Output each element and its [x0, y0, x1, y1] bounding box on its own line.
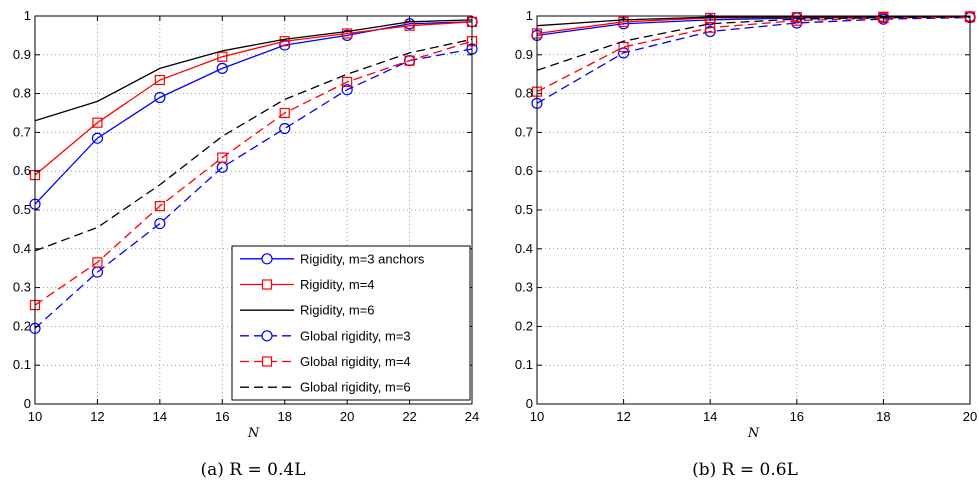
x-tick-label: 20	[963, 409, 977, 424]
series-line	[34, 40, 473, 306]
x-tick-label: 14	[703, 409, 717, 424]
y-tick-label: 0.5	[515, 202, 533, 217]
y-tick-label: 0.5	[13, 202, 31, 217]
legend-marker	[261, 356, 273, 367]
data-point	[404, 55, 415, 66]
x-tick-label: 16	[215, 409, 229, 424]
y-tick-label: 0	[24, 396, 31, 411]
y-tick-label: 0.9	[515, 47, 533, 62]
data-point	[154, 74, 165, 86]
y-tick-label: 0.4	[13, 241, 31, 256]
legend-marker	[261, 330, 273, 342]
series-line	[536, 16, 971, 71]
chart-panel-2: 10 12 14 16 18 20 0 0.1 0.2 0.3 0.4 0.5 0.6 0.7 0.8 0.9…	[515, 8, 977, 480]
x-axis-label: N	[247, 426, 260, 441]
x-tick-label: 20	[340, 409, 354, 424]
data-point	[342, 28, 353, 39]
series-line	[34, 21, 473, 205]
data-point	[618, 41, 629, 53]
legend: Rigidity, m=3 anchors Rigidity, m=4 Rigidi…	[231, 245, 471, 401]
panel-caption: (b) R = 0.6L	[692, 460, 798, 480]
chart-panel-1: 10 12 14 16 18 20 22 24 0 0.1 0.2 0.3 0.4 0.5 0.6 0.7 0.…	[13, 8, 479, 480]
x-tick-label: 12	[616, 409, 630, 424]
y-tick-label: 0.2	[515, 318, 533, 333]
x-tick-label: 12	[90, 409, 104, 424]
x-tick-label: 18	[876, 409, 890, 424]
y-tick-label: 0.8	[13, 86, 31, 101]
x-tick-label: 14	[153, 409, 167, 424]
y-tick-label: 1	[24, 8, 31, 23]
x-tick-label: 24	[465, 409, 479, 424]
data-point	[342, 76, 353, 88]
data-point	[92, 117, 103, 128]
legend-marker	[261, 253, 273, 265]
y-tick-label: 0.1	[13, 357, 31, 372]
y-tick-label: 0.8	[515, 86, 533, 101]
series-line	[536, 16, 971, 37]
y-tick-label: 0.7	[515, 124, 533, 139]
x-tick-label: 10	[530, 409, 544, 424]
legend-label: Global rigidity, m=3	[300, 328, 411, 343]
data-point	[217, 51, 228, 62]
y-tick-label: 0.7	[13, 124, 31, 139]
data-point	[617, 47, 630, 59]
y-tick-label: 0.3	[13, 280, 31, 295]
series-line	[536, 16, 971, 93]
x-axis-label: N	[747, 426, 760, 441]
y-tick-label: 0.2	[13, 318, 31, 333]
legend-label: Global rigidity, m=6	[300, 380, 411, 395]
y-tick-label: 0.6	[515, 163, 533, 178]
series-line	[536, 16, 971, 104]
legend-label: Rigidity, m=3 anchors	[300, 251, 425, 266]
y-tick-label: 1	[526, 8, 533, 23]
legend-box	[231, 245, 471, 401]
y-tick-label: 0.9	[13, 47, 31, 62]
x-tick-label: 10	[28, 409, 42, 424]
series-line	[34, 38, 473, 252]
data-point	[91, 132, 104, 144]
series-line	[34, 48, 473, 329]
data-point	[154, 201, 165, 212]
data-point	[279, 107, 290, 119]
legend-label: Rigidity, m=6	[300, 303, 375, 318]
y-tick-label: 0.6	[13, 163, 31, 178]
data-point	[341, 84, 353, 96]
legend-label: Rigidity, m=4	[300, 277, 375, 292]
data-point	[279, 122, 291, 135]
series-line	[34, 19, 473, 122]
data-point	[279, 36, 290, 47]
data-point	[216, 161, 228, 173]
y-tick-label: 0.3	[515, 280, 533, 295]
y-tick-label: 0.1	[515, 357, 533, 372]
panel-caption: (a) R = 0.4L	[201, 460, 306, 480]
legend-marker	[261, 279, 273, 290]
data-point	[154, 91, 166, 104]
y-tick-label: 0.4	[515, 241, 533, 256]
data-point	[154, 217, 166, 230]
data-point	[705, 22, 716, 33]
x-tick-label: 16	[790, 409, 804, 424]
series-line	[34, 21, 473, 176]
data-point	[216, 62, 228, 74]
y-tick-label: 0	[526, 396, 533, 411]
data-point	[92, 257, 103, 268]
x-tick-label: 18	[277, 409, 291, 424]
x-tick-label: 22	[402, 409, 416, 424]
legend-label: Global rigidity, m=4	[300, 354, 411, 369]
data-point	[217, 152, 228, 163]
